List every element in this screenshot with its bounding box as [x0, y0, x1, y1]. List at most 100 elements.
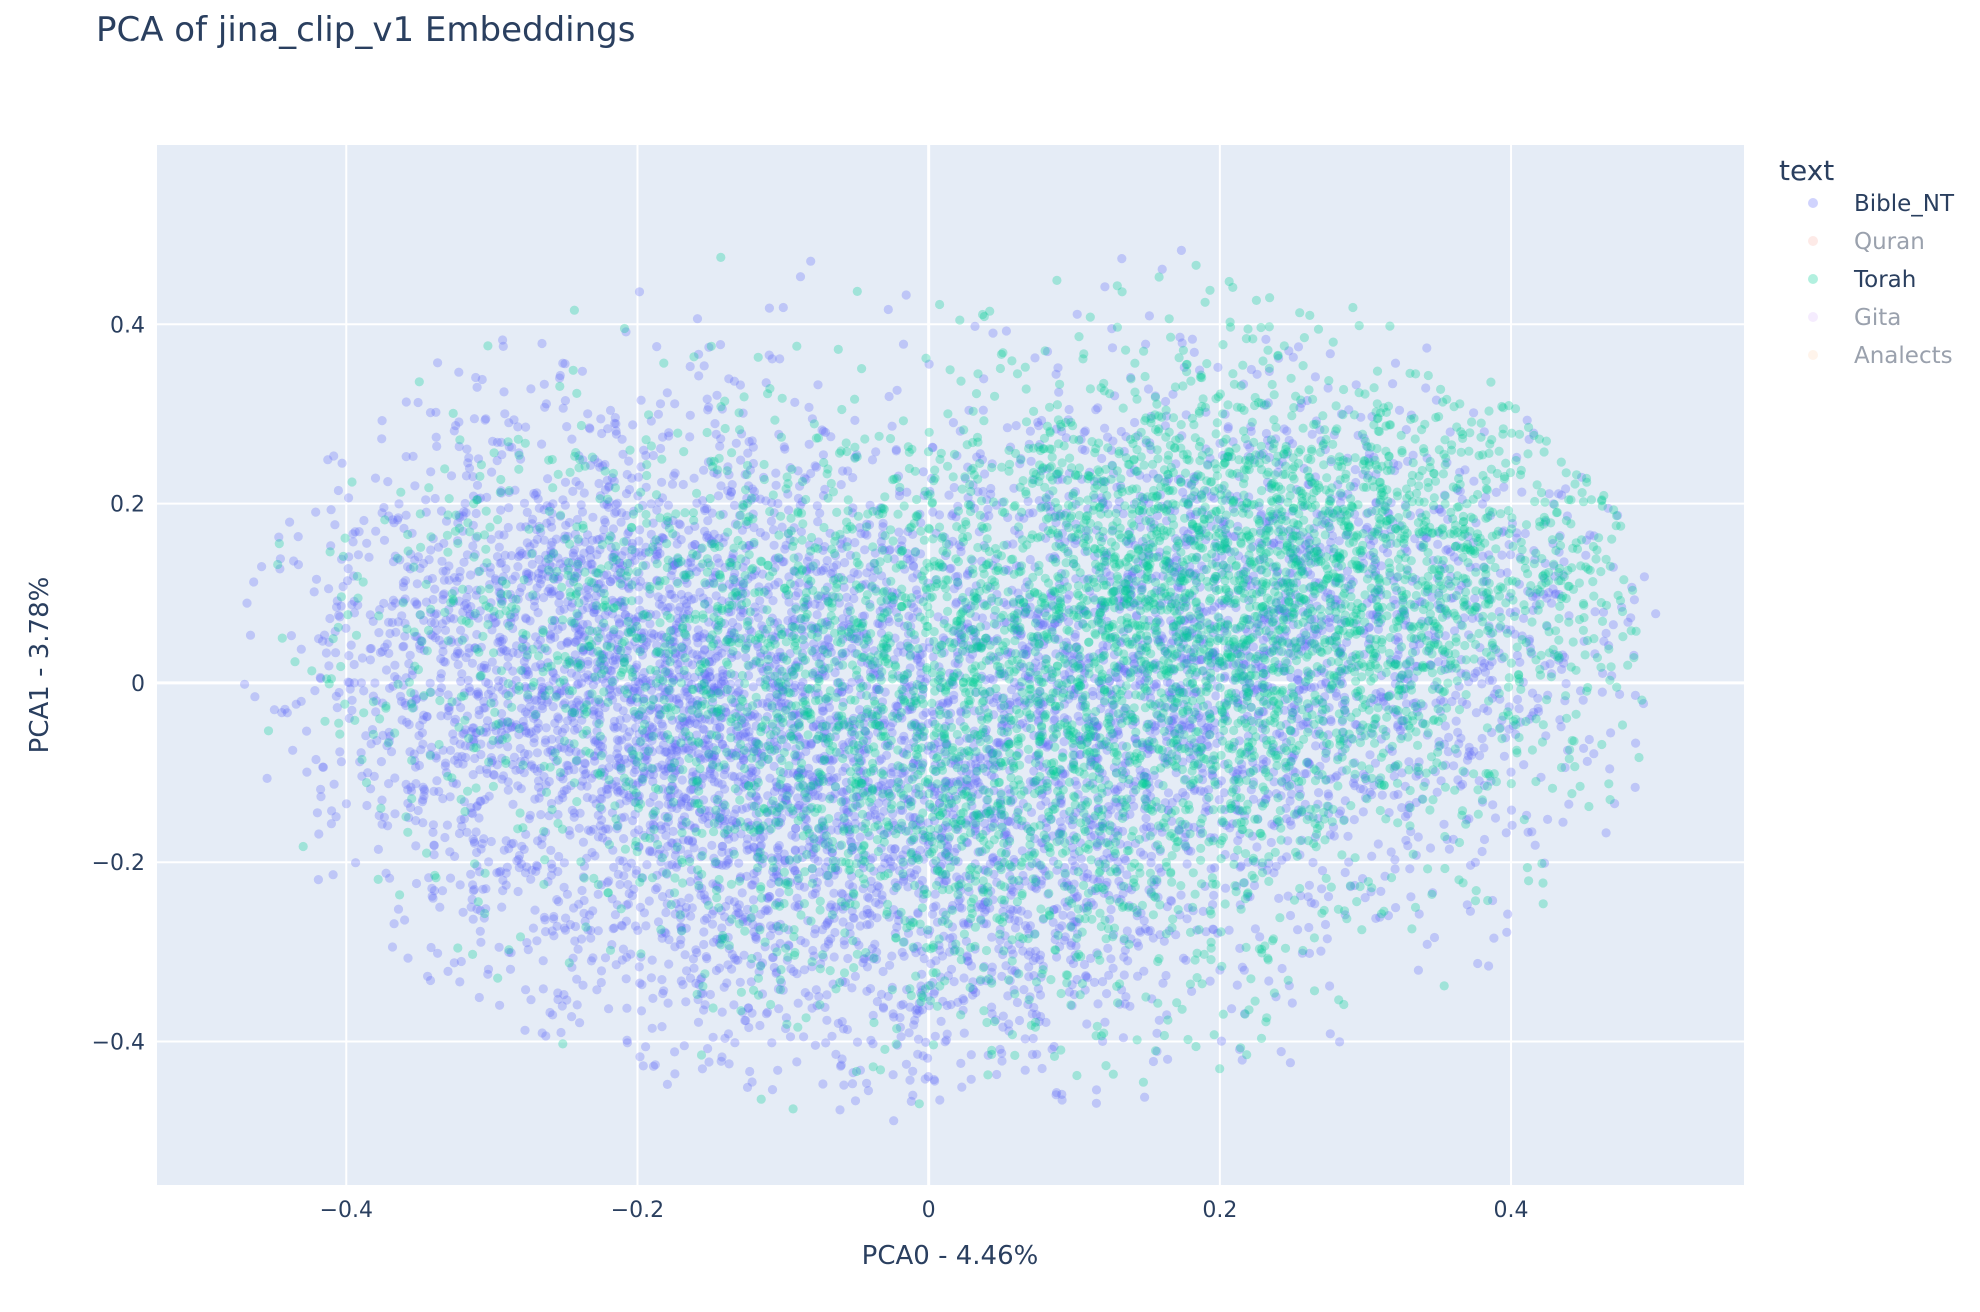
data-point: [667, 479, 678, 489]
data-point: [449, 958, 459, 968]
data-point: [875, 606, 885, 617]
data-point: [1000, 931, 1010, 941]
data-point: [1506, 767, 1516, 777]
data-point: [1316, 679, 1326, 690]
data-point: [451, 421, 461, 431]
data-point: [1484, 550, 1494, 560]
data-point: [1399, 609, 1409, 619]
data-point: [888, 851, 899, 862]
data-point: [1220, 516, 1230, 526]
data-point: [749, 569, 760, 580]
data-point: [908, 1090, 918, 1100]
data-point: [514, 863, 524, 873]
data-point: [648, 702, 658, 712]
data-point: [1412, 703, 1422, 713]
data-point: [302, 726, 312, 736]
data-point: [1291, 554, 1301, 564]
data-point: [557, 727, 567, 737]
data-point: [1545, 659, 1555, 669]
chart-title: PCA of jina_clip_v1 Embeddings: [96, 10, 636, 50]
data-point: [523, 692, 533, 702]
data-point: [1075, 735, 1085, 745]
data-point: [800, 938, 810, 948]
data-point: [451, 714, 461, 725]
data-point: [1164, 558, 1174, 568]
data-point: [608, 556, 618, 566]
data-point: [1145, 438, 1155, 448]
data-point: [622, 646, 632, 656]
data-point: [1638, 698, 1649, 709]
data-point: [1311, 416, 1321, 426]
data-point: [1177, 431, 1187, 441]
data-point: [615, 597, 625, 607]
data-point: [508, 648, 518, 658]
data-point: [1176, 245, 1186, 255]
data-point: [1178, 715, 1189, 725]
data-point: [462, 444, 472, 454]
data-point: [1514, 704, 1524, 714]
data-point: [711, 620, 721, 630]
data-point: [808, 945, 818, 956]
data-point: [843, 953, 853, 964]
data-point: [1380, 529, 1390, 540]
data-point: [510, 571, 520, 581]
data-point: [434, 786, 444, 797]
data-point: [1197, 775, 1208, 785]
data-point: [487, 467, 497, 477]
data-point: [1579, 636, 1589, 646]
data-point: [1117, 254, 1127, 264]
data-point: [724, 750, 734, 760]
data-point: [483, 613, 493, 623]
data-point: [1164, 473, 1174, 484]
data-point: [724, 374, 734, 384]
data-point: [691, 633, 702, 643]
data-point: [457, 669, 467, 679]
data-point: [745, 1066, 755, 1077]
data-point: [771, 468, 781, 478]
data-point: [583, 530, 593, 540]
data-point: [344, 552, 354, 562]
data-point: [1329, 430, 1339, 440]
data-point: [699, 927, 709, 937]
data-point: [1137, 583, 1147, 593]
data-point: [659, 986, 669, 996]
data-point: [498, 886, 508, 896]
data-point: [1579, 743, 1589, 754]
data-point: [876, 989, 887, 1000]
data-point: [839, 940, 850, 950]
data-point: [1122, 926, 1132, 936]
data-point: [470, 753, 480, 764]
data-point: [1069, 663, 1079, 674]
data-point: [603, 780, 613, 791]
data-point: [1145, 693, 1156, 703]
data-point: [965, 874, 976, 884]
data-point: [832, 560, 842, 570]
data-point: [1051, 424, 1062, 434]
data-point: [472, 382, 482, 392]
data-point: [1239, 700, 1249, 710]
data-point: [1469, 408, 1479, 418]
data-point: [748, 880, 758, 890]
data-point: [536, 810, 546, 820]
data-point: [513, 649, 523, 659]
data-point: [1269, 538, 1279, 548]
data-point: [1001, 714, 1011, 724]
data-point: [863, 812, 873, 822]
data-point: [780, 855, 790, 865]
data-point: [1502, 927, 1512, 937]
data-point: [840, 558, 850, 568]
data-point: [1463, 532, 1473, 542]
data-point: [1488, 800, 1498, 810]
data-point: [815, 508, 825, 518]
data-point: [554, 851, 564, 862]
data-point: [1262, 605, 1272, 615]
data-point: [614, 753, 624, 763]
data-point: [911, 784, 921, 794]
data-point: [1303, 621, 1313, 631]
data-point: [413, 397, 423, 408]
data-point: [710, 419, 720, 429]
data-point: [1331, 688, 1341, 698]
data-point: [1217, 567, 1227, 577]
plot-area[interactable]: [157, 145, 1744, 1185]
